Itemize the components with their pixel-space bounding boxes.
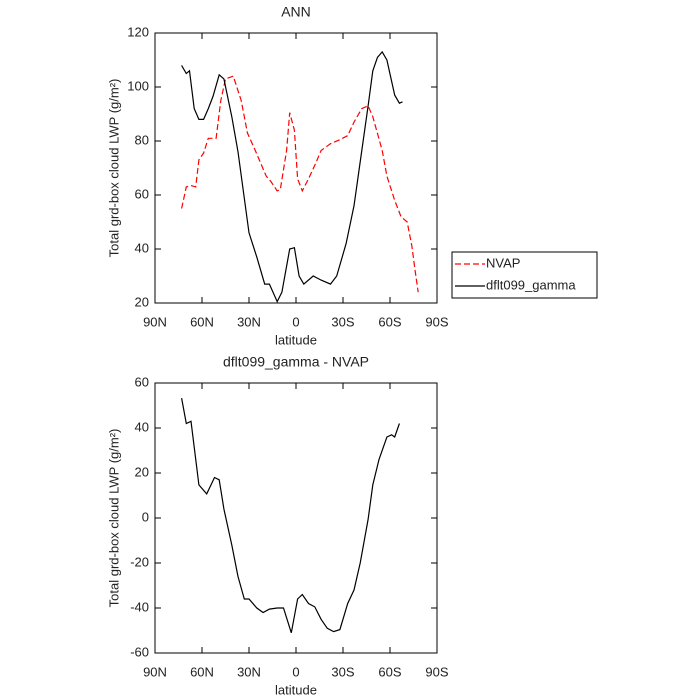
x-tick-label: 30S xyxy=(331,664,354,679)
data-line xyxy=(181,397,400,633)
x-tick-label: 30N xyxy=(237,664,261,679)
x-tick-label: 0 xyxy=(292,314,299,329)
data-line xyxy=(181,50,403,304)
chart-title: dflt099_gamma - NVAP xyxy=(223,354,369,370)
y-tick-label: 20 xyxy=(135,464,149,479)
x-tick-label: 60S xyxy=(378,664,401,679)
x-tick-label: 90S xyxy=(425,664,448,679)
chart-title: ANN xyxy=(281,4,311,20)
y-axis-label: Total grd-box cloud LWP (g/m²) xyxy=(106,429,121,608)
y-tick-label: 40 xyxy=(135,240,149,255)
x-tick-label: 60S xyxy=(378,314,401,329)
legend-label: dflt099_gamma xyxy=(486,277,576,292)
x-tick-label: 0 xyxy=(292,664,299,679)
x-axis-label: latitude xyxy=(275,682,317,697)
x-axis-label: latitude xyxy=(275,332,317,347)
legend-box xyxy=(451,251,598,299)
x-tick-label: 30S xyxy=(331,314,354,329)
y-tick-label: 120 xyxy=(127,24,149,39)
x-tick-label: 30N xyxy=(237,314,261,329)
x-tick-label: 90N xyxy=(143,664,167,679)
x-tick-label: 90N xyxy=(143,314,167,329)
x-tick-label: 90S xyxy=(425,314,448,329)
y-tick-label: 20 xyxy=(135,294,149,309)
y-axis-label: Total grd-box cloud LWP (g/m²) xyxy=(106,79,121,258)
y-tick-label: 80 xyxy=(135,132,149,147)
y-tick-label: 60 xyxy=(135,374,149,389)
data-line xyxy=(181,75,419,293)
y-tick-label: 0 xyxy=(142,509,149,524)
y-tick-label: -60 xyxy=(130,644,149,659)
legend-label: NVAP xyxy=(486,255,520,270)
y-tick-label: -20 xyxy=(130,554,149,569)
x-tick-label: 60N xyxy=(190,314,214,329)
y-tick-label: 40 xyxy=(135,419,149,434)
y-tick-label: -40 xyxy=(130,599,149,614)
x-tick-label: 60N xyxy=(190,664,214,679)
y-tick-label: 100 xyxy=(127,78,149,93)
plot-frame xyxy=(154,32,438,304)
y-tick-label: 60 xyxy=(135,186,149,201)
plot-frame xyxy=(154,382,438,654)
